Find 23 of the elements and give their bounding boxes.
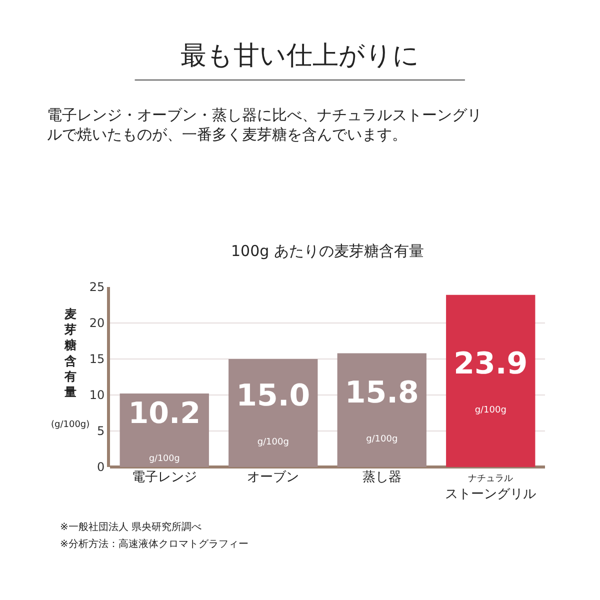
bar (228, 359, 318, 467)
text: 100g あたりの麦芽糖含有量 (231, 242, 424, 260)
text: 麦芽糖含有量 (g/100g) (51, 307, 90, 430)
y-tick-label: 5 (96, 424, 105, 438)
y-tick-label: 25 (89, 280, 105, 294)
bar (337, 353, 426, 467)
bar (446, 294, 536, 467)
x-tick-label: オーブン (247, 470, 300, 485)
data-label: 15.0 g/100g (236, 378, 310, 448)
text: ※分析方法：高速液体クロマトグラフィー (60, 538, 248, 550)
data-label: 10.2 g/100g (128, 396, 201, 464)
x-tick-label: ナチュラルストーングリル (445, 474, 536, 502)
y-tick-label: 10 (89, 388, 105, 402)
chart-subtitle: 電子レンジ・オーブン・蒸し器に比べ、ナチュラルストーングリルで焼いたものが、一番多く麦芽糖を含んでいます。 (47, 106, 482, 144)
text: ※一般社団法人 県央研究所調べ (60, 521, 202, 533)
x-tick-label: 電子レンジ (132, 470, 197, 485)
chart-title: 最も甘い仕上がりに (180, 41, 420, 72)
data-label: 23.9 g/100g (454, 346, 528, 416)
y-tick-label: 15 (89, 352, 105, 366)
y-tick-label: 20 (89, 316, 105, 330)
y-tick-label: 0 (96, 460, 105, 474)
x-tick-label: 蒸し器 (362, 470, 402, 485)
data-label: 15.8 g/100g (344, 376, 419, 445)
